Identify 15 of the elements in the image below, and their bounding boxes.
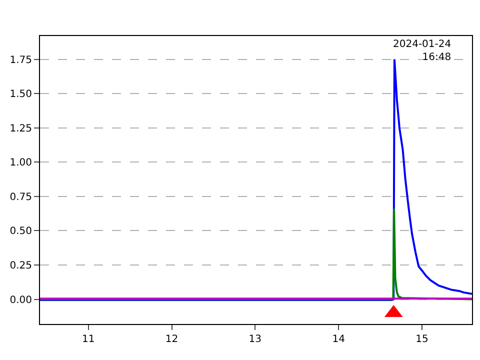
y-tick-label: 1.50 bbox=[10, 89, 32, 100]
y-tick-label: 0.50 bbox=[10, 226, 32, 238]
x-tick-label: 15 bbox=[416, 334, 428, 345]
annotation: 2024-01-24 16:48 bbox=[393, 39, 452, 63]
y-tick-label: 0.25 bbox=[10, 260, 32, 272]
x-tick-label: 12 bbox=[165, 334, 178, 345]
y-tick-label: 1.75 bbox=[10, 54, 32, 66]
x-tick-label: 14 bbox=[332, 334, 345, 345]
x-tick-label: 13 bbox=[248, 334, 262, 345]
y-tick-label: 0.75 bbox=[10, 192, 32, 203]
line-series bbox=[40, 208, 472, 300]
y-tick-label: 1.25 bbox=[10, 123, 32, 134]
x-tick-label: 11 bbox=[82, 334, 95, 345]
y-tick-label: 0.00 bbox=[10, 294, 32, 306]
y-tick-label: 1.00 bbox=[10, 158, 32, 169]
